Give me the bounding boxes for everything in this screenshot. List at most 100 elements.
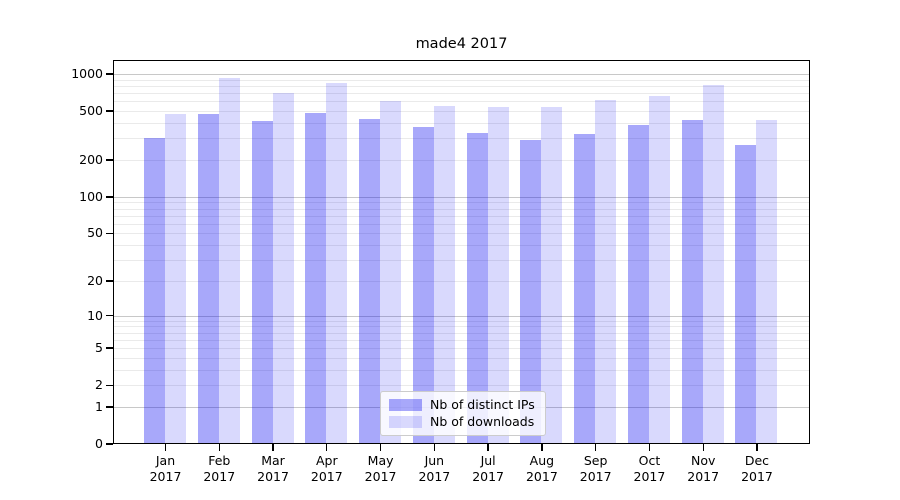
bar-distinct-ips-mar bbox=[251, 121, 273, 444]
y-tick-label: 2 bbox=[95, 377, 103, 393]
bar-downloads-sep bbox=[595, 99, 617, 444]
bar-distinct-ips-jun bbox=[412, 127, 434, 444]
x-tick-label: May 2017 bbox=[364, 453, 397, 484]
x-tick-mark bbox=[164, 444, 167, 451]
legend: Nb of distinct IPs Nb of downloads bbox=[380, 391, 546, 436]
y-tick-mark bbox=[106, 347, 113, 349]
gridline-minor bbox=[113, 160, 810, 162]
y-tick-label: 0 bbox=[95, 436, 103, 451]
bar-downloads-feb bbox=[218, 78, 240, 444]
gridline-minor bbox=[113, 202, 810, 204]
gridline-minor bbox=[113, 138, 810, 140]
bar-distinct-ips-apr bbox=[305, 113, 327, 444]
legend-entry-distinct-ips: Nb of distinct IPs bbox=[389, 398, 545, 412]
gridline-minor bbox=[113, 280, 810, 282]
x-tick-mark bbox=[756, 444, 758, 451]
y-tick-label: 200 bbox=[79, 152, 103, 168]
gridline-major bbox=[113, 74, 810, 76]
y-tick-mark bbox=[106, 196, 113, 198]
x-tick-label: Mar 2017 bbox=[257, 453, 289, 484]
x-tick-mark bbox=[272, 444, 274, 451]
x-tick-mark bbox=[541, 444, 543, 451]
x-tick-label: Sep 2017 bbox=[579, 453, 612, 484]
y-tick-mark bbox=[106, 232, 113, 235]
y-tick-label: 1 bbox=[95, 398, 103, 414]
gridline-minor bbox=[113, 123, 810, 125]
legend-label-downloads: Nb of downloads bbox=[430, 414, 535, 429]
gridline-minor bbox=[113, 326, 810, 328]
y-tick-mark bbox=[106, 159, 113, 161]
bar-downloads-jul bbox=[487, 106, 509, 444]
bar-distinct-ips-sep bbox=[574, 134, 596, 444]
x-tick-label: Dec 2017 bbox=[741, 453, 773, 484]
x-tick-mark bbox=[487, 444, 489, 451]
x-tick-mark bbox=[648, 444, 651, 451]
gridline-minor bbox=[113, 320, 810, 322]
bar-downloads-oct bbox=[648, 95, 670, 444]
gridline-minor bbox=[113, 357, 810, 359]
bar-downloads-apr bbox=[326, 83, 348, 444]
x-tick-label: Jan 2017 bbox=[149, 453, 182, 484]
bar-distinct-ips-feb bbox=[197, 113, 219, 444]
bar-downloads-dec bbox=[756, 119, 778, 444]
x-tick-label: Apr 2017 bbox=[310, 453, 343, 484]
gridline-minor bbox=[113, 348, 810, 350]
y-tick-mark bbox=[106, 314, 113, 317]
gridline-minor bbox=[113, 215, 810, 217]
x-tick-label: Oct 2017 bbox=[633, 453, 666, 484]
y-tick-label: 100 bbox=[79, 188, 103, 204]
gridline-major bbox=[113, 196, 810, 198]
legend-entry-downloads: Nb of downloads bbox=[389, 415, 545, 429]
x-tick-label: Feb 2017 bbox=[203, 453, 236, 484]
gridline-major bbox=[113, 315, 810, 317]
bar-distinct-ips-aug bbox=[520, 140, 542, 444]
y-tick-label: 20 bbox=[87, 272, 103, 288]
gridline-minor bbox=[113, 223, 810, 225]
bar-distinct-ips-jan bbox=[144, 138, 165, 444]
x-tick-mark bbox=[379, 444, 382, 451]
gridline-minor bbox=[113, 385, 810, 387]
y-tick-mark bbox=[106, 384, 113, 386]
y-tick-label: 500 bbox=[79, 103, 103, 119]
gridline-minor bbox=[113, 332, 810, 334]
gridline-minor bbox=[113, 339, 810, 341]
legend-swatch-downloads bbox=[389, 416, 422, 428]
x-tick-mark bbox=[702, 444, 704, 451]
gridline-minor bbox=[113, 111, 810, 113]
y-tick-label: 10 bbox=[87, 307, 103, 323]
y-tick-label: 1000 bbox=[71, 66, 103, 82]
x-tick-label: Aug 2017 bbox=[525, 453, 558, 484]
bar-distinct-ips-dec bbox=[735, 145, 757, 444]
x-tick-mark bbox=[326, 444, 328, 451]
x-tick-mark bbox=[433, 444, 435, 451]
x-tick-mark bbox=[595, 444, 597, 451]
y-tick-mark bbox=[106, 280, 113, 282]
gridline-minor bbox=[113, 79, 810, 81]
y-tick-label: 5 bbox=[95, 340, 103, 356]
gridline-minor bbox=[113, 369, 810, 371]
gridline-minor bbox=[113, 245, 810, 247]
gridline-minor bbox=[113, 101, 810, 103]
gridline-minor bbox=[113, 93, 810, 95]
bar-downloads-may bbox=[380, 100, 402, 444]
x-tick-label: Nov 2017 bbox=[687, 453, 720, 484]
plot-area bbox=[113, 60, 810, 444]
gridline-minor bbox=[113, 233, 810, 235]
bar-downloads-aug bbox=[541, 106, 563, 444]
x-tick-label: Jul 2017 bbox=[472, 453, 505, 484]
legend-swatch-distinct-ips bbox=[389, 399, 422, 411]
bar-distinct-ips-nov bbox=[681, 119, 703, 444]
bar-downloads-mar bbox=[272, 93, 294, 444]
x-tick-mark bbox=[218, 444, 220, 451]
legend-label-distinct-ips: Nb of distinct IPs bbox=[430, 397, 535, 412]
x-tick-label: Jun 2017 bbox=[418, 453, 451, 484]
gridline-minor bbox=[113, 208, 810, 210]
y-tick-label: 50 bbox=[87, 225, 103, 241]
y-tick-mark bbox=[106, 110, 113, 112]
bar-downloads-jan bbox=[165, 114, 186, 444]
y-tick-mark bbox=[106, 406, 113, 408]
y-tick-mark bbox=[106, 73, 113, 75]
bar-downloads-jun bbox=[433, 105, 455, 444]
bar-distinct-ips-oct bbox=[627, 125, 649, 444]
